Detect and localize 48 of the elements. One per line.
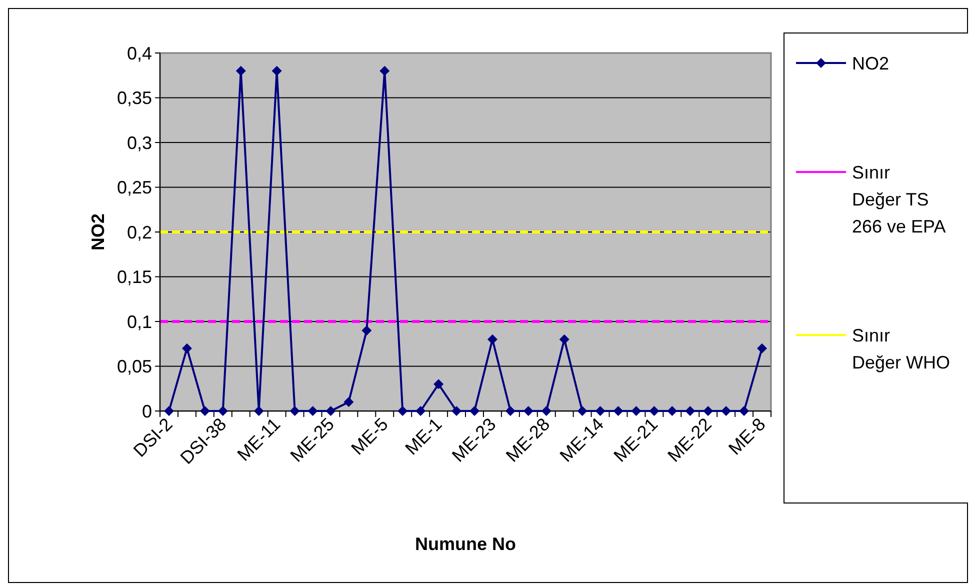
point: [200, 406, 210, 416]
point: [469, 406, 480, 416]
point: [649, 406, 660, 416]
y-tick-label: 0,2: [126, 222, 152, 242]
point: [164, 406, 174, 416]
point: [290, 406, 300, 416]
y-tick-label: 0,25: [116, 178, 152, 198]
point: [380, 66, 390, 76]
legend-label: Sınır Değer TS 266 ve EPA: [852, 162, 946, 236]
point: [613, 406, 624, 416]
point: [577, 406, 588, 416]
point: [218, 406, 228, 416]
point: [308, 406, 318, 416]
y-tick-label: 0,4: [126, 43, 152, 64]
point: [326, 406, 336, 416]
point: [667, 406, 678, 416]
point: [595, 406, 606, 416]
legend-label: Sınır Değer WHO: [852, 325, 950, 372]
y-tick-label: 0,35: [116, 88, 152, 108]
y-tick-label: 0: [142, 401, 152, 422]
point: [631, 406, 642, 416]
point: [541, 406, 552, 416]
point: [559, 334, 570, 344]
y-tick-label: 0,1: [126, 312, 152, 332]
y-tick-label: 0,15: [116, 267, 152, 288]
point: [416, 406, 426, 416]
point: [721, 406, 732, 416]
point: [362, 325, 372, 336]
y-tick-label: 0,3: [126, 132, 152, 153]
point: [434, 379, 444, 390]
point: [182, 343, 192, 354]
y-axis-title: NO2: [88, 213, 108, 251]
point: [739, 406, 750, 416]
point: [487, 334, 498, 344]
point: [523, 406, 534, 416]
point: [703, 406, 714, 416]
x-axis-title: Numune No: [415, 534, 516, 554]
y-tick-label: 0,05: [116, 356, 152, 377]
point: [398, 406, 408, 416]
legend-label: NO2: [852, 53, 890, 74]
point: [236, 66, 246, 76]
point: [272, 66, 282, 76]
point: [344, 397, 354, 408]
point: [505, 406, 516, 416]
point: [757, 343, 768, 354]
point: [685, 406, 696, 416]
point: [452, 406, 462, 416]
point: [254, 406, 264, 416]
